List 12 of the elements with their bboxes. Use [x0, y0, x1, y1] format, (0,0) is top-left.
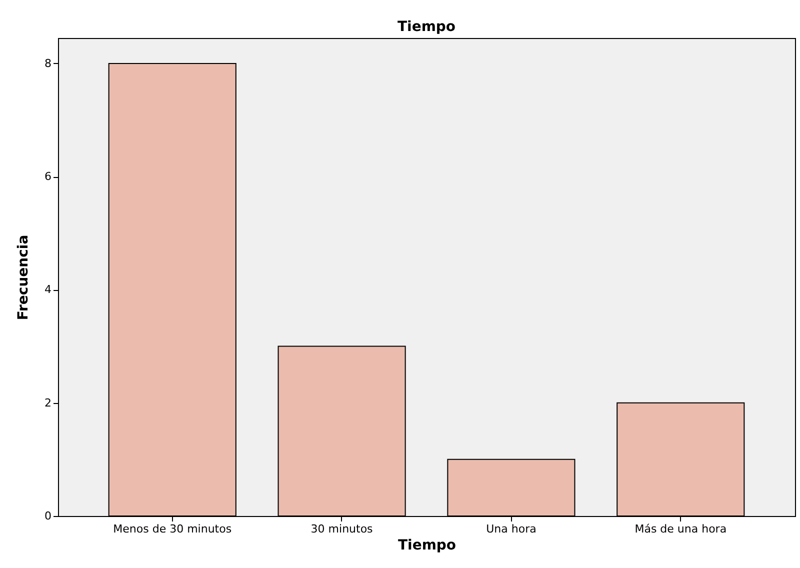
y-tick-label: 6 [44, 170, 52, 184]
x-tick-label: 30 minutos [310, 522, 374, 536]
y-tick-label: 2 [44, 396, 52, 410]
x-tick-label: Una hora [486, 522, 536, 536]
x-axis-title: Tiempo [398, 538, 456, 554]
y-tick-label: 8 [44, 56, 52, 70]
y-tick-label: 4 [44, 283, 52, 296]
x-tick-label: Más de una hora [634, 522, 727, 536]
y-axis-title: Frecuencia [16, 234, 32, 320]
x-tick-label: Menos de 30 minutos [113, 522, 232, 536]
chart-title: Tiempo [397, 19, 456, 35]
y-tick-label: 0 [44, 510, 52, 522]
